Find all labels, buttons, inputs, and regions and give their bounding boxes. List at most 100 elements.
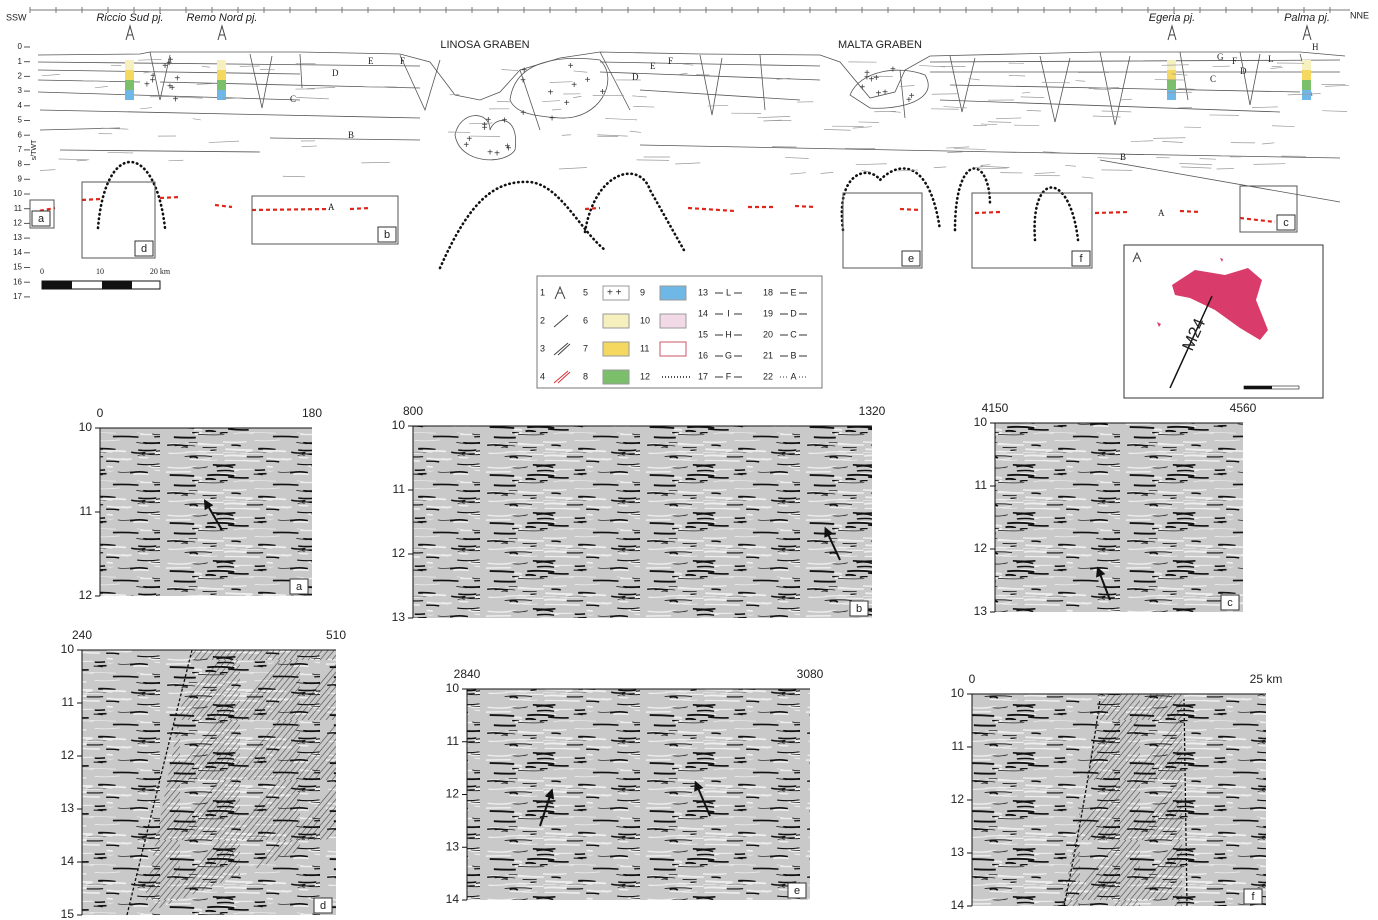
scale-bar [42,281,72,289]
map-frame [1123,244,1324,399]
horizon-label: A [328,202,335,212]
reflector [1287,93,1321,96]
depth-tick-label: 8 [18,160,23,169]
cross: + [520,108,526,119]
y-tick-label: 10 [79,420,93,434]
y-tick-label: 11 [393,482,406,496]
horizon-label: D [632,72,639,82]
panel-label: d [320,900,326,912]
depth-tick-label: 7 [18,145,23,154]
horizon-label: C [290,94,296,104]
reflector [1035,172,1056,174]
reflector [1093,88,1111,91]
reflector [943,106,967,109]
depth-axis-label: s/TWT [31,139,38,160]
legend-number: 22 [763,371,773,381]
reflector [987,121,1012,123]
x-tick-label: 240 [72,628,92,642]
legend-horizon: H [725,329,732,339]
zoom-box [971,192,1093,269]
horizon-label: E [650,61,656,71]
legend-number: 3 [540,343,545,353]
y-tick-label: 14 [61,854,75,868]
cross: + [521,66,527,77]
scale-label: 0 [40,267,44,276]
seismic-panels: 0 180 10 11 12 a 800 1320 10 11 12 13 b 4150 4560 10 11 1… [61,401,1283,920]
reflector [977,167,1008,170]
depth-tick-label: 9 [18,174,23,183]
reflector [1130,140,1154,142]
reflector [82,80,110,82]
reflector [1042,151,1062,154]
reflector [143,71,154,74]
y-tick-label: 13 [951,845,965,859]
y-tick-label: 12 [61,748,75,762]
cross: + [504,141,510,152]
north-arrow [1132,251,1142,263]
reflector [953,148,986,150]
legend-symbol [554,285,566,300]
zoom-box [81,181,156,259]
horizon-label: L [1268,54,1274,64]
reflector [296,97,329,100]
reflector [933,166,947,169]
cross: + [502,115,508,126]
x-tick-label: 180 [302,406,322,420]
cross: + [859,83,865,94]
zoom-box [1239,185,1298,233]
map-scale [1244,386,1272,389]
well-column [1302,80,1311,90]
fault [126,649,193,916]
depth-tick-label: 4 [18,101,23,110]
x-tick-label: 1320 [859,404,886,418]
reflector [1092,115,1121,118]
sicily [1172,268,1268,340]
reflector [1162,141,1183,143]
reflector [1177,87,1196,90]
depth-tick-label: 2 [18,72,23,81]
cross: + [144,79,150,90]
cross: + [166,58,172,69]
graben-label: LINOSA GRABEN [440,39,529,51]
reflector [633,105,655,108]
cross: + [150,76,156,87]
zoom-box [29,199,55,229]
zoom-box-label: c [1283,217,1289,229]
reflector [1171,73,1188,76]
zoom-box-label: b [384,229,390,241]
cross: + [162,61,168,72]
reflector [1088,87,1120,90]
depth-tick-label: 11 [14,204,23,213]
x-tick-label: 0 [97,406,104,420]
x-tick-label: 3080 [797,667,824,681]
reflector [919,65,946,68]
reflector [605,118,638,121]
y-tick-label: 13 [61,801,75,815]
reflector [675,162,701,165]
reflector [897,169,918,172]
zoom-box-label: e [908,253,914,265]
seismic-panel: 2840 3080 10 11 12 13 14 e [446,667,824,906]
cross: + [485,115,491,126]
seismic-panel: 240 510 10 11 12 13 14 15 d [61,628,347,920]
horizon-label: C [1210,74,1216,84]
reflector [41,74,60,77]
y-tick-label: 11 [975,478,988,492]
legend-number: 5 [583,287,588,297]
reflector [1101,169,1133,171]
horizon-label: F [1232,56,1237,66]
seismic-panel: 0 180 10 11 12 a [79,406,323,602]
legend-number: 2 [540,315,545,325]
y-tick-label: 13 [446,839,460,853]
seismic-image [413,426,872,618]
panel-tag [849,600,869,617]
y-tick-label: 12 [392,546,406,560]
cross: + [864,68,870,79]
legend-horizon: C [790,329,797,339]
legend-number: 14 [698,308,708,318]
reflector [561,134,572,136]
reflector [820,172,834,174]
reflector [682,63,694,66]
legend-number: 21 [763,350,773,360]
y-tick-label: 11 [952,739,965,753]
